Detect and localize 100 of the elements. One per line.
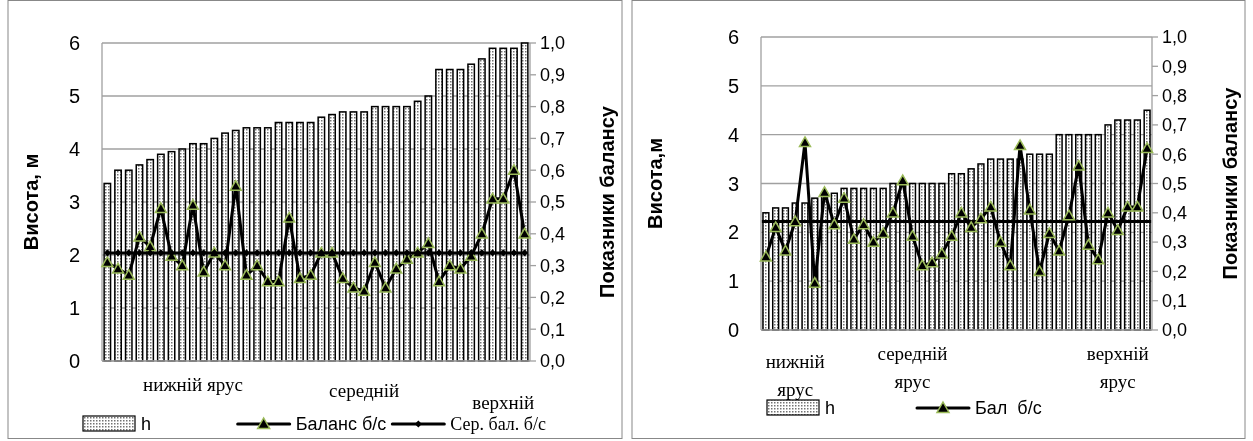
point xyxy=(788,215,802,227)
point xyxy=(307,249,314,257)
point xyxy=(422,237,435,249)
point xyxy=(1082,238,1095,250)
point xyxy=(457,249,464,257)
point xyxy=(521,249,528,257)
point xyxy=(847,232,861,245)
point xyxy=(935,247,949,259)
point xyxy=(837,191,851,204)
point xyxy=(272,275,285,287)
point xyxy=(111,262,125,274)
point xyxy=(1131,200,1144,212)
point xyxy=(261,275,275,287)
point xyxy=(390,262,403,274)
point xyxy=(136,249,143,257)
y2-tick-label: 0,5 xyxy=(540,192,566,213)
point xyxy=(769,221,782,233)
y2-tick-label: 0,2 xyxy=(540,287,566,308)
point xyxy=(146,249,154,257)
x-tick-label: верхній ярус xyxy=(1086,343,1149,392)
y2-tick-label: 0,7 xyxy=(1162,115,1188,136)
point xyxy=(984,200,997,212)
y-tick-label: 1 xyxy=(68,297,80,319)
y-tick-label: 0 xyxy=(727,319,739,341)
y2-tick-label: 0,8 xyxy=(1162,85,1188,106)
y2-tick-label: 0,8 xyxy=(540,96,566,117)
x-tick-label: середній ярус xyxy=(877,343,948,392)
point xyxy=(518,227,531,239)
point xyxy=(382,249,389,257)
y2-tick-label: 0,7 xyxy=(540,128,566,149)
point xyxy=(497,192,510,204)
point xyxy=(143,240,157,252)
y2-tick-label: 0,6 xyxy=(1162,144,1188,165)
point xyxy=(906,229,919,242)
point xyxy=(1062,209,1076,221)
point xyxy=(104,249,111,257)
y2-tick-label: 0,3 xyxy=(540,255,566,276)
point xyxy=(304,268,317,281)
point xyxy=(250,259,264,271)
y2-tick-label: 0,2 xyxy=(1162,261,1188,282)
point xyxy=(974,212,988,224)
y-tick-label: 4 xyxy=(68,138,80,160)
point xyxy=(779,244,792,256)
point xyxy=(510,249,518,257)
y2-tick-label: 1,0 xyxy=(540,33,566,54)
point xyxy=(293,272,307,284)
point xyxy=(876,227,890,239)
y-tick-label: 4 xyxy=(727,123,739,146)
y2-tick-label: 0,9 xyxy=(1162,56,1188,77)
point xyxy=(232,249,239,257)
point xyxy=(435,249,443,257)
point xyxy=(286,249,293,257)
point xyxy=(1101,206,1115,218)
point xyxy=(296,249,304,257)
point xyxy=(798,136,812,148)
point xyxy=(218,259,232,271)
point xyxy=(154,202,168,214)
point xyxy=(500,249,507,257)
y-axis-title: Висота, м xyxy=(20,153,42,251)
point xyxy=(133,230,146,242)
point xyxy=(1072,159,1085,171)
y2-tick-label: 0,1 xyxy=(1162,291,1188,311)
y2-tick-label: 0,4 xyxy=(540,224,566,245)
y-tick-label: 3 xyxy=(68,191,80,213)
point xyxy=(955,206,968,218)
point xyxy=(475,227,489,239)
point xyxy=(896,174,909,186)
point xyxy=(828,218,841,230)
point xyxy=(1043,227,1056,239)
point xyxy=(454,262,467,274)
point xyxy=(1023,203,1037,215)
point xyxy=(486,192,499,204)
point xyxy=(443,259,456,271)
point xyxy=(1033,265,1046,277)
point xyxy=(432,275,446,287)
y-axis-title: Висота,м xyxy=(644,138,666,229)
legend-label: h xyxy=(825,398,836,419)
y-tick-label: 5 xyxy=(727,74,739,97)
point xyxy=(1091,253,1105,265)
point xyxy=(176,259,189,271)
point xyxy=(101,256,114,268)
y2-tick-label: 0,4 xyxy=(1162,203,1188,224)
point xyxy=(994,235,1007,247)
point xyxy=(197,265,210,277)
y-tick-label: 2 xyxy=(727,221,739,244)
point xyxy=(189,249,197,257)
point xyxy=(350,249,357,257)
point xyxy=(125,249,132,257)
point xyxy=(886,206,900,218)
point xyxy=(759,250,773,262)
point xyxy=(1140,142,1154,154)
legend-label: Сер. бал. б/с xyxy=(450,414,546,435)
y2-tick-label: 0,9 xyxy=(540,65,566,86)
point xyxy=(818,186,831,198)
y2-axis-title: Показники балансу xyxy=(1219,86,1241,280)
point xyxy=(393,249,400,257)
y2-axis-title: Показники балансу xyxy=(596,105,618,298)
x-tick-label: середній xyxy=(329,380,400,401)
point xyxy=(357,284,371,296)
point xyxy=(347,281,360,293)
